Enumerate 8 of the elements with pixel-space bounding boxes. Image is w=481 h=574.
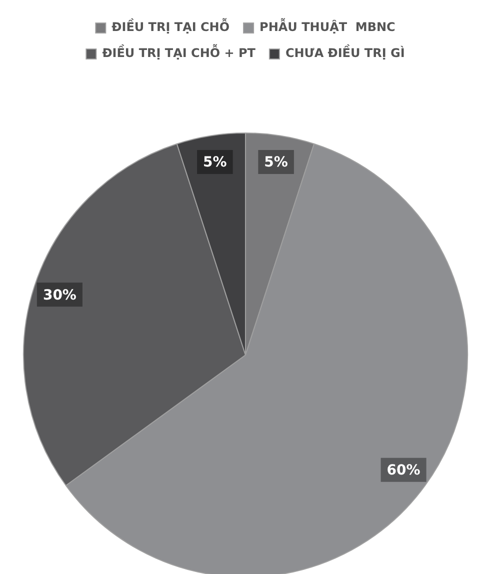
legend-label: PHẪU THUẬT MBNC: [260, 18, 396, 34]
data-label: 60%: [386, 462, 420, 478]
data-label: 5%: [203, 154, 227, 171]
legend-label: ĐIỀU TRỊ TẠI CHỖ + PT: [102, 44, 256, 60]
data-label: 5%: [264, 154, 288, 171]
data-label: 30%: [42, 287, 76, 304]
legend-label: ĐIỀU TRỊ TẠI CHỖ: [112, 18, 230, 34]
legend-label: CHƯA ĐIỀU TRỊ GÌ: [285, 44, 405, 60]
